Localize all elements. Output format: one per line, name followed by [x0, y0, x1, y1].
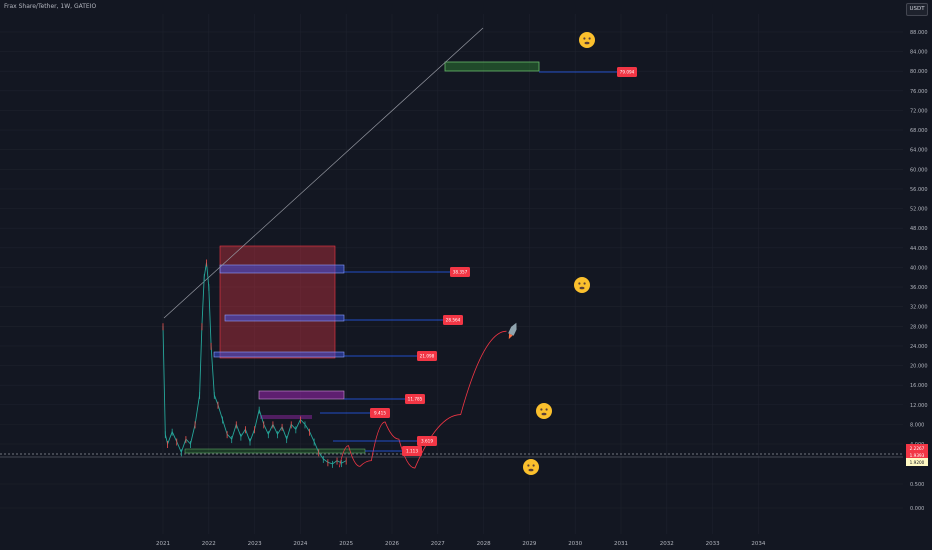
y-tick-label: 60.000	[910, 167, 928, 173]
y-tick-label: 52.000	[910, 207, 928, 213]
target-label-bg	[402, 446, 422, 456]
hand-over-mouth-icon	[523, 459, 539, 475]
emoji-eye	[578, 282, 581, 285]
dizzy-face-icon	[536, 403, 552, 419]
symbol-title: Frax Share/Tether, 1W, GATEIO	[4, 3, 97, 10]
y-tick-label: 20.000	[910, 364, 928, 370]
time-axis: 2021 2022 2023 2024 2025 2026 2027 2028 2029 2030…	[156, 541, 766, 547]
x-tick-label: 2025	[339, 541, 353, 547]
zone-blue	[219, 264, 345, 274]
emoji-eye	[583, 282, 586, 285]
y-tick-label: 64.000	[910, 148, 928, 154]
x-tick-label: 2026	[385, 541, 399, 547]
price-mark-label: 1.9393	[910, 453, 925, 458]
y-tick-label: 72.000	[910, 108, 928, 114]
y-tick-label: 76.000	[910, 89, 928, 95]
y-tick-label: 88.000	[910, 30, 928, 36]
target-label-bg	[370, 408, 390, 418]
x-tick-label: 2023	[248, 541, 262, 547]
target-levels: 79.094 38.357 28.564 21.098 11.785 9.415 3.619…	[320, 67, 637, 456]
x-tick-label: 2029	[522, 541, 536, 547]
x-tick-label: 2030	[568, 541, 582, 547]
zone-green	[184, 448, 366, 454]
y-tick-label: 48.000	[910, 226, 928, 232]
target-label: 11.785	[408, 397, 423, 402]
zone-purple	[260, 415, 312, 419]
y-tick-label: 0.000	[910, 506, 924, 512]
emoji-eye	[540, 408, 543, 411]
money-face-icon	[579, 32, 595, 48]
currency-selector[interactable]: USDT	[906, 3, 928, 16]
price-mark-label: 1.9200	[910, 460, 925, 465]
emoji-mouth	[579, 286, 585, 290]
x-tick-label: 2034	[751, 541, 765, 547]
zone-blue	[213, 351, 345, 358]
emoji-eye	[583, 37, 586, 40]
x-tick-label: 2031	[614, 541, 628, 547]
zone-purple	[258, 390, 345, 400]
emoji-mouth	[528, 468, 534, 472]
emoji-eye	[588, 37, 591, 40]
y-tick-label: 16.000	[910, 383, 928, 389]
rocket-flame	[508, 333, 513, 340]
supply-zone	[219, 245, 336, 359]
rocket-icon	[508, 322, 517, 340]
projection-path	[338, 330, 507, 469]
grid	[0, 14, 903, 534]
y-tick-label: 0.500	[910, 482, 924, 488]
target-label-bg	[417, 351, 437, 361]
target-label: 28.564	[446, 318, 461, 323]
series	[162, 27, 507, 469]
target-label-bg	[405, 394, 425, 404]
emoji-mouth	[541, 412, 547, 416]
y-tick-label: 24.000	[910, 344, 928, 350]
rocket-body	[508, 322, 517, 336]
emoji-mouth	[584, 41, 590, 45]
price-mark-bg	[906, 444, 928, 452]
y-tick-label: 84.000	[910, 50, 928, 56]
target-label-bg	[617, 67, 637, 77]
y-tick-label: 8.000	[910, 422, 924, 428]
y-tick-label: 68.000	[910, 128, 928, 134]
target-label-bg	[417, 436, 437, 446]
target-label: 79.094	[620, 70, 635, 75]
price-mark-bg	[906, 451, 928, 459]
x-tick-label: 2028	[477, 541, 491, 547]
y-tick-label: 28.000	[910, 324, 928, 330]
target-label: 21.098	[420, 354, 435, 359]
price-mark-bg	[906, 458, 928, 466]
trend-line	[163, 27, 484, 319]
y-tick-label: 40.000	[910, 265, 928, 271]
target-label-bg	[450, 267, 470, 277]
x-tick-label: 2027	[431, 541, 445, 547]
x-tick-label: 2033	[706, 541, 720, 547]
zone-blue	[224, 314, 345, 322]
target-label: 1.113	[406, 449, 418, 454]
y-tick-label: 56.000	[910, 187, 928, 193]
target-label: 3.619	[421, 439, 433, 444]
y-tick-label: 32.000	[910, 305, 928, 311]
x-tick-label: 2024	[293, 541, 307, 547]
x-tick-label: 2022	[202, 541, 216, 547]
emoji-eye	[545, 408, 548, 411]
y-tick-label: 80.000	[910, 69, 928, 75]
emoji-eye	[527, 464, 530, 467]
emoji-eye	[532, 464, 535, 467]
zone-green	[444, 61, 540, 72]
price-axis: 88.000 84.000 80.000 76.000 72.000 68.000 64.0…	[906, 30, 928, 512]
mind-blown-icon	[574, 277, 590, 293]
y-tick-label: 12.000	[910, 403, 928, 409]
price-mark-label: 2.2267	[910, 446, 925, 451]
y-tick-label: 44.000	[910, 246, 928, 252]
x-tick-label: 2021	[156, 541, 170, 547]
y-tick-label: 36.000	[910, 285, 928, 291]
x-tick-label: 2032	[660, 541, 674, 547]
emoji-markers	[508, 32, 595, 475]
target-label: 38.357	[453, 270, 468, 275]
target-label-bg	[443, 315, 463, 325]
zones	[184, 61, 540, 454]
target-label: 9.415	[374, 411, 386, 416]
